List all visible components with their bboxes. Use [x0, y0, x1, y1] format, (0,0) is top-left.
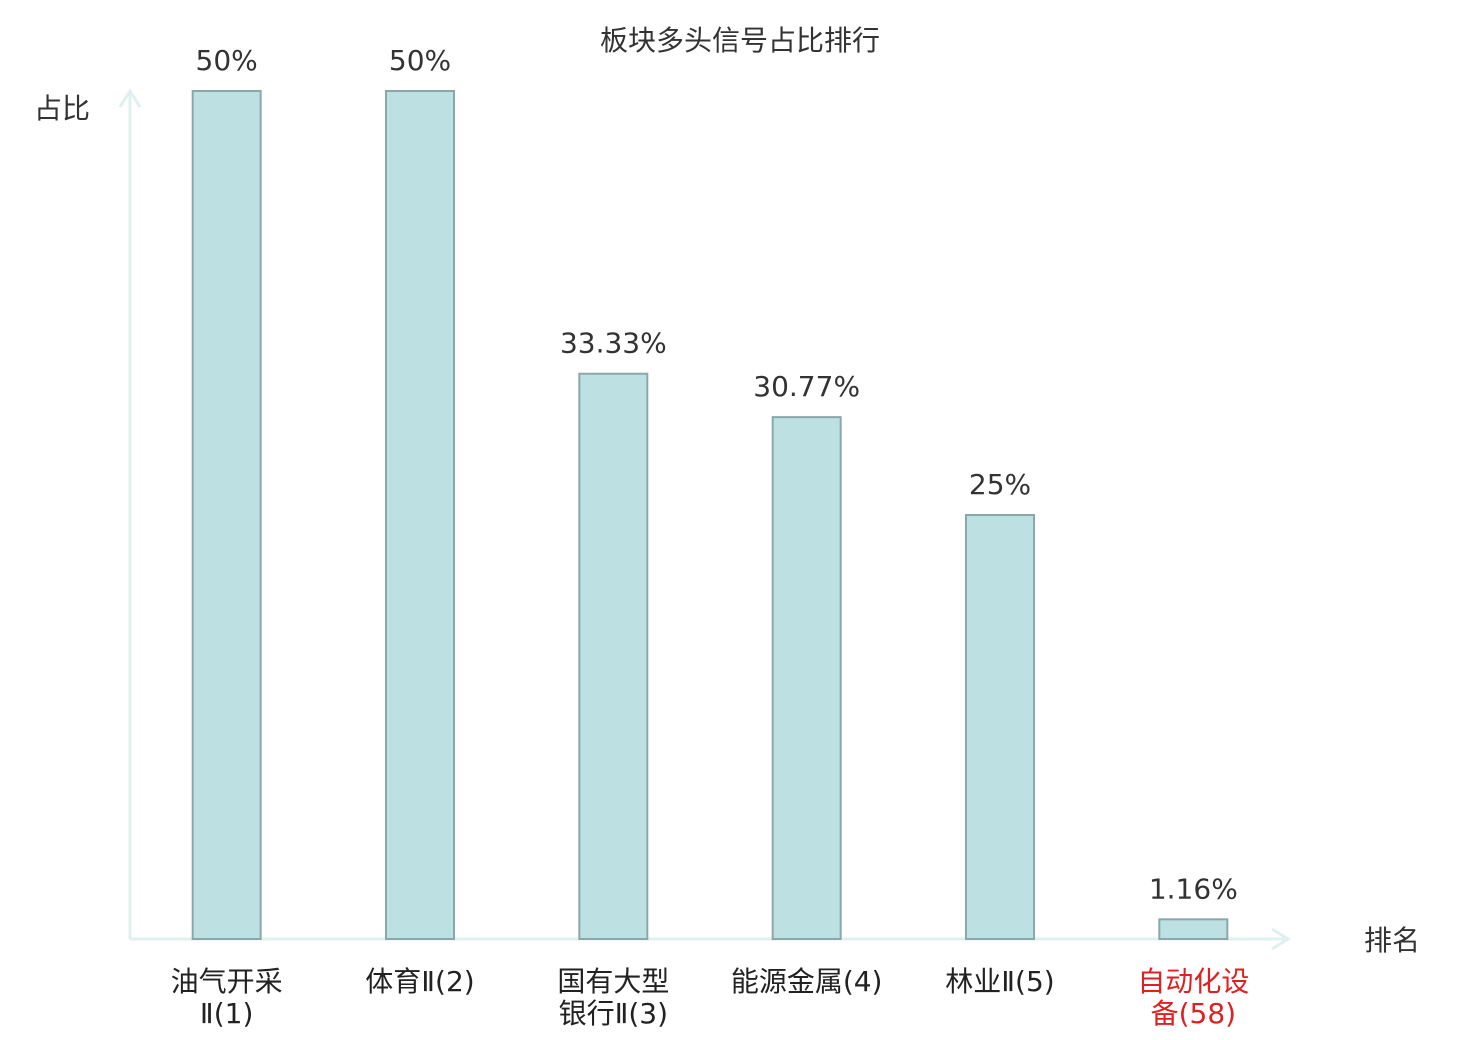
- value-label: 1.16%: [1149, 872, 1238, 905]
- x-tick-label: 自动化设 备(58): [1137, 965, 1250, 1030]
- x-tick-label: 国有大型 银行Ⅱ(3): [557, 965, 670, 1030]
- bar: [191, 90, 262, 940]
- value-label: 25%: [969, 468, 1031, 501]
- x-tick-label: 体育Ⅱ(2): [365, 965, 475, 998]
- bar: [1158, 918, 1229, 941]
- y-axis-label: 占比: [34, 92, 90, 125]
- bar: [385, 90, 455, 940]
- value-label: 30.77%: [753, 370, 860, 403]
- x-tick-label: 林业Ⅱ(5): [945, 965, 1055, 998]
- value-label: 33.33%: [560, 327, 667, 360]
- value-label: 50%: [196, 44, 258, 77]
- bar: [771, 416, 842, 940]
- axes: [118, 88, 1291, 951]
- value-label: 50%: [389, 44, 451, 77]
- bar: [578, 372, 649, 940]
- bar: [965, 514, 1035, 940]
- chart-title: 板块多头信号占比排行: [600, 24, 880, 57]
- x-axis-label: 排名: [1364, 924, 1420, 957]
- x-tick-label: 能源金属(4): [730, 965, 883, 998]
- x-tick-label: 油气开采 Ⅱ(1): [170, 965, 283, 1030]
